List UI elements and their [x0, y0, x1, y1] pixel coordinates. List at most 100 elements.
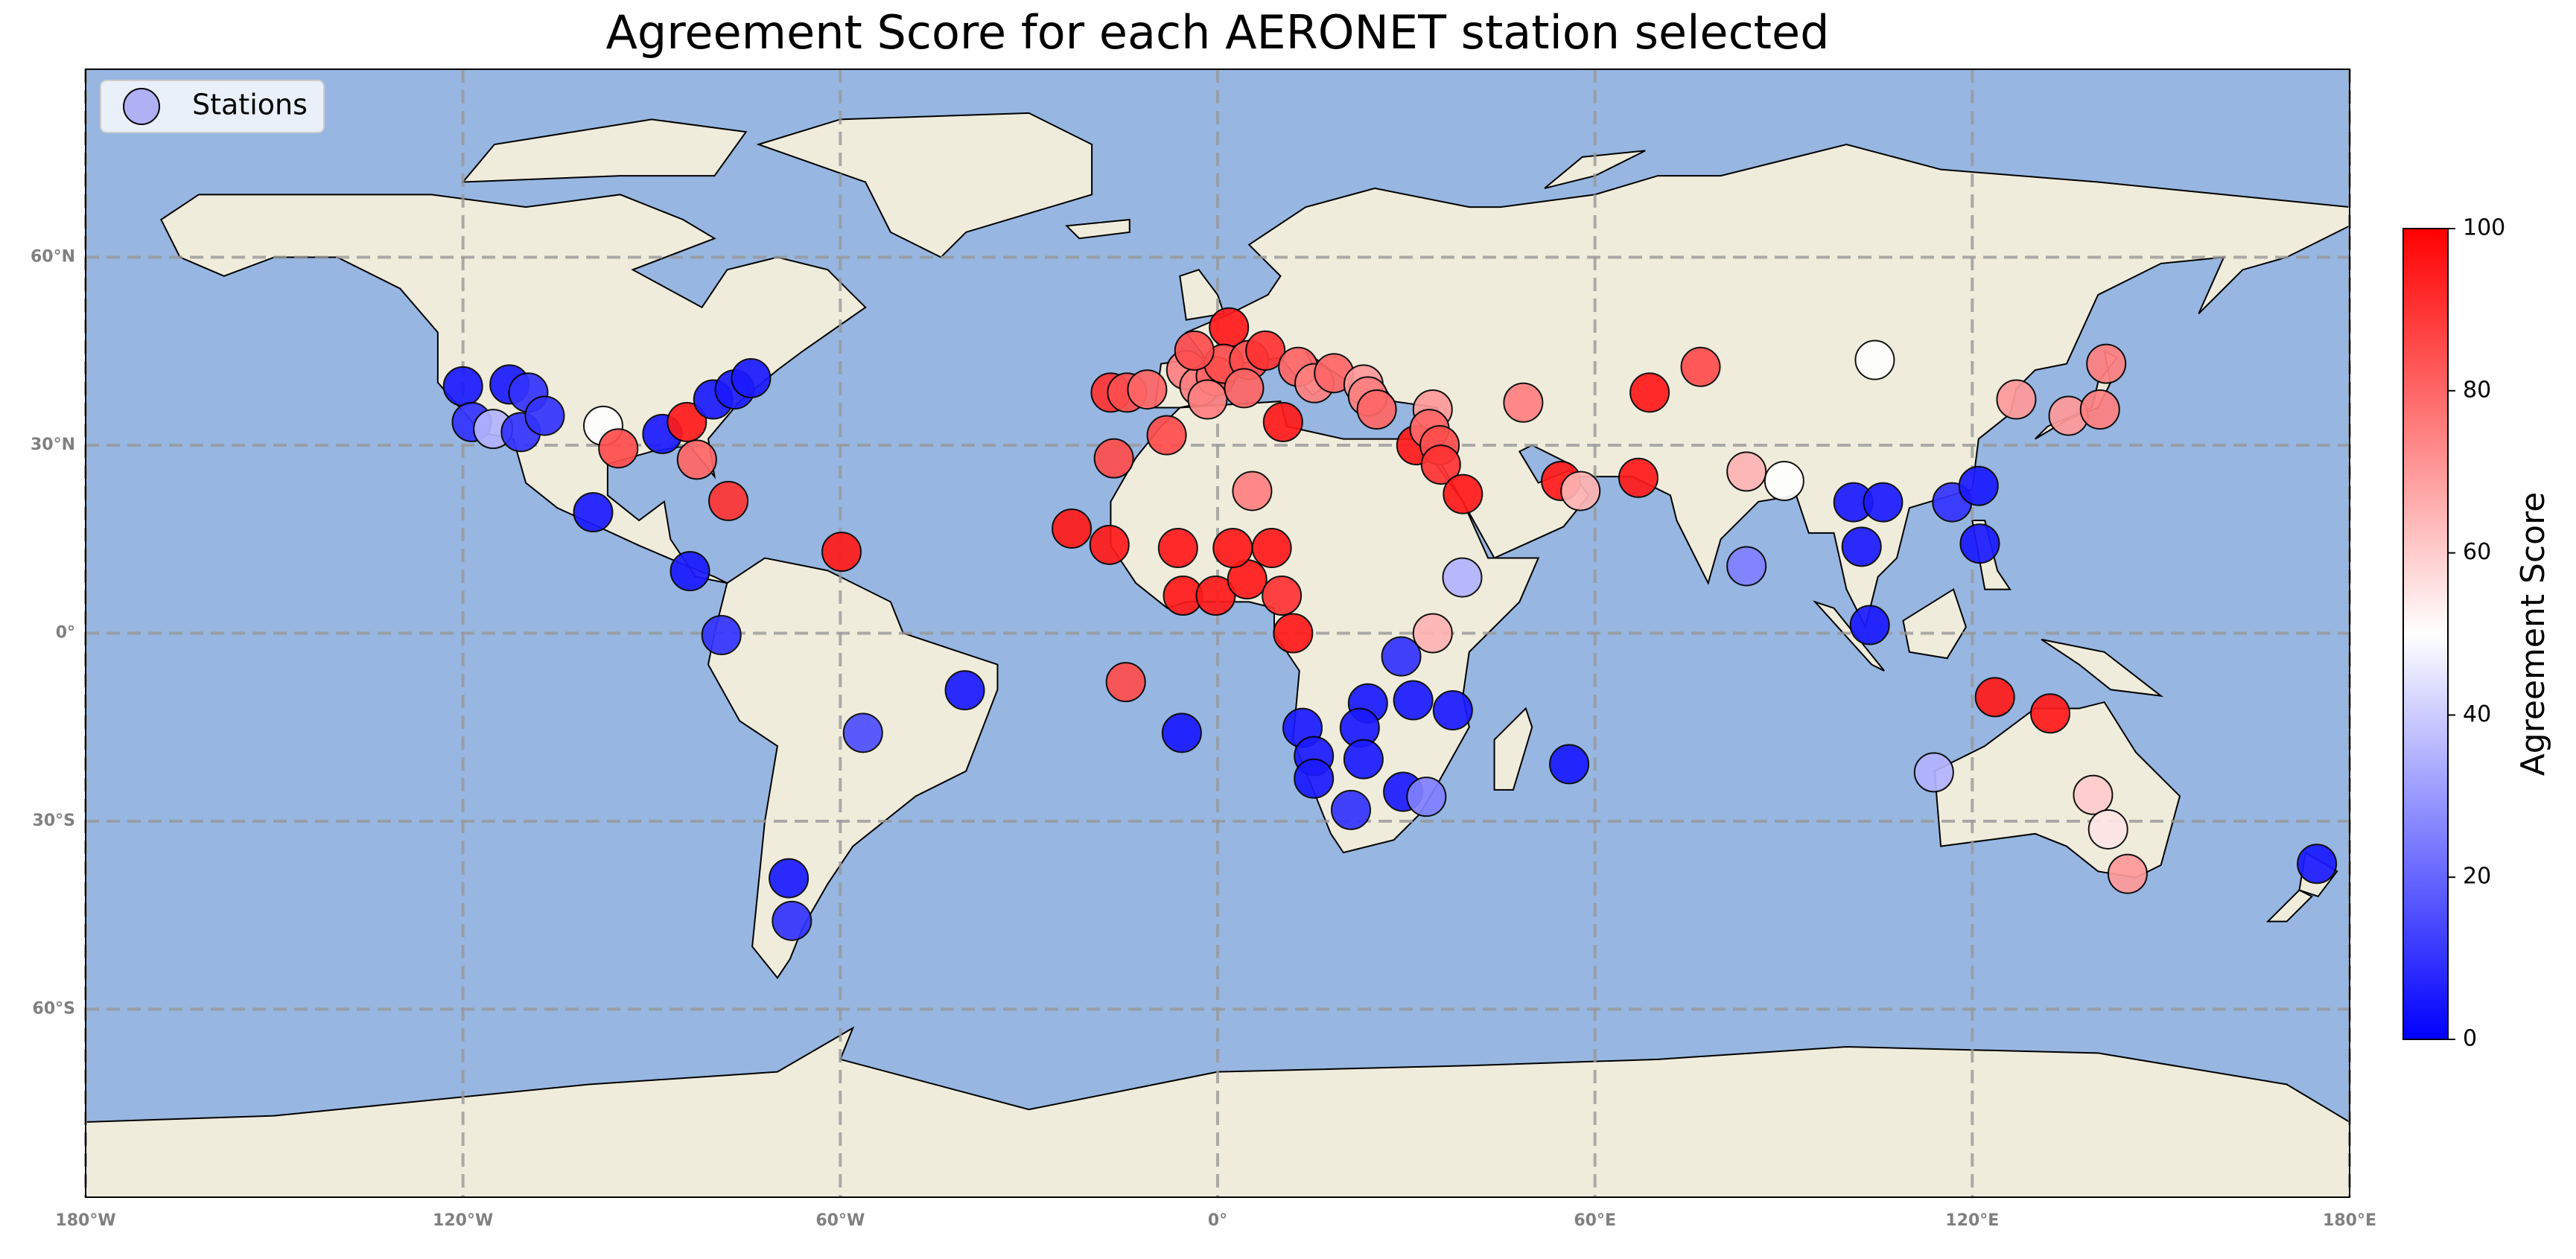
- y-tick-label: 0°: [56, 624, 75, 643]
- station-marker: [1245, 330, 1286, 371]
- station-marker: [1618, 457, 1659, 498]
- station-marker: [1849, 605, 1890, 646]
- station-marker: [1680, 346, 1721, 387]
- station-marker: [1841, 526, 1882, 567]
- station-marker: [1560, 471, 1601, 511]
- chart-title: Agreement Score for each AERONET station…: [606, 5, 1830, 60]
- station-marker: [769, 858, 810, 899]
- landmass: [1812, 600, 1885, 672]
- landmass: [1493, 707, 1533, 791]
- station-marker: [1381, 636, 1422, 677]
- station-marker: [1224, 368, 1265, 409]
- station-marker: [1273, 613, 1314, 654]
- station-marker: [1420, 444, 1461, 485]
- legend: Stations: [100, 80, 325, 133]
- station-marker: [1294, 758, 1335, 799]
- landmass: [756, 112, 1093, 258]
- station-marker: [1996, 379, 2037, 420]
- station-marker: [1764, 460, 1804, 501]
- colorbar-tick-label: 80: [2463, 377, 2491, 403]
- station-marker: [1412, 613, 1453, 654]
- x-tick-label: 60°W: [815, 1211, 865, 1230]
- station-marker: [1209, 307, 1250, 348]
- station-marker: [1974, 677, 2015, 718]
- legend-marker: [123, 88, 160, 125]
- x-tick-label: 0°: [1208, 1211, 1227, 1230]
- x-tick-label: 120°W: [433, 1211, 493, 1230]
- station-marker: [1251, 528, 1292, 569]
- colorbar: [2402, 228, 2449, 1040]
- station-marker: [1959, 523, 2000, 564]
- station-marker: [1854, 340, 1895, 380]
- station-marker: [1174, 330, 1215, 371]
- station-marker: [1262, 401, 1303, 442]
- station-marker: [1052, 508, 1093, 549]
- x-tick-label: 120°E: [1945, 1211, 1999, 1230]
- legend-box: [100, 80, 325, 133]
- station-marker: [1146, 415, 1187, 456]
- station-marker: [2030, 693, 2071, 734]
- station-marker: [2073, 774, 2114, 815]
- landmass: [2265, 889, 2314, 922]
- station-marker: [1549, 744, 1590, 785]
- y-tick-label: 30°N: [31, 436, 75, 454]
- station-marker: [442, 366, 483, 407]
- station-marker: [573, 492, 614, 533]
- station-marker: [670, 551, 710, 592]
- station-marker: [1406, 777, 1447, 817]
- station-marker: [1863, 482, 1904, 523]
- station-marker: [701, 615, 742, 656]
- station-marker: [731, 357, 772, 398]
- station-marker: [2086, 343, 2127, 384]
- legend-label: Stations: [192, 89, 308, 121]
- station-marker: [1331, 789, 1372, 830]
- station-marker: [1726, 451, 1767, 492]
- station-marker: [1232, 471, 1273, 511]
- station-marker: [1913, 752, 1954, 793]
- station-marker: [2107, 853, 2148, 894]
- colorbar-tick-label: 60: [2463, 539, 2491, 565]
- station-marker: [1443, 474, 1483, 514]
- station-marker: [598, 428, 639, 469]
- station-marker: [1093, 438, 1134, 479]
- station-marker: [842, 713, 883, 753]
- station-marker: [1356, 389, 1397, 430]
- station-marker: [1089, 524, 1130, 565]
- plot-frame: [85, 68, 2350, 1198]
- x-tick-label: 180°W: [55, 1211, 115, 1230]
- landmass: [461, 118, 748, 183]
- colorbar-label: Agreement Score: [2514, 492, 2552, 777]
- station-marker: [1442, 557, 1483, 598]
- station-marker: [2087, 809, 2128, 850]
- x-tick-label: 60°E: [1574, 1211, 1616, 1230]
- station-marker: [772, 900, 812, 941]
- y-tick-label: 60°S: [33, 1000, 75, 1019]
- station-marker: [2297, 844, 2338, 885]
- station-marker: [944, 670, 985, 711]
- station-marker: [2079, 389, 2120, 430]
- station-marker: [1157, 528, 1198, 569]
- station-marker: [1629, 372, 1670, 413]
- station-marker: [676, 439, 717, 480]
- station-marker: [1262, 576, 1303, 616]
- station-marker: [1726, 546, 1767, 587]
- station-marker: [524, 395, 565, 436]
- station-marker: [1161, 713, 1202, 753]
- y-tick-label: 60°N: [31, 248, 75, 267]
- station-marker: [1127, 369, 1168, 410]
- station-marker: [1343, 739, 1384, 780]
- station-marker: [1958, 465, 1999, 506]
- station-marker: [1212, 528, 1253, 569]
- landmass: [1065, 218, 1130, 240]
- colorbar-tick-label: 100: [2463, 215, 2505, 241]
- station-marker: [1503, 382, 1544, 423]
- colorbar-tick-label: 20: [2463, 864, 2491, 890]
- station-marker: [1105, 662, 1146, 703]
- x-tick-label: 180°E: [2323, 1211, 2376, 1230]
- colorbar-tick-label: 0: [2463, 1026, 2477, 1052]
- station-marker: [708, 480, 749, 521]
- station-marker: [1393, 680, 1434, 721]
- landmass: [2041, 638, 2164, 698]
- landmass: [1544, 150, 1646, 189]
